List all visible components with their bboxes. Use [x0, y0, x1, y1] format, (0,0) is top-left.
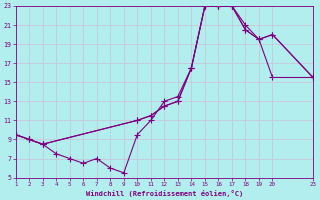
- X-axis label: Windchill (Refroidissement éolien,°C): Windchill (Refroidissement éolien,°C): [86, 190, 243, 197]
